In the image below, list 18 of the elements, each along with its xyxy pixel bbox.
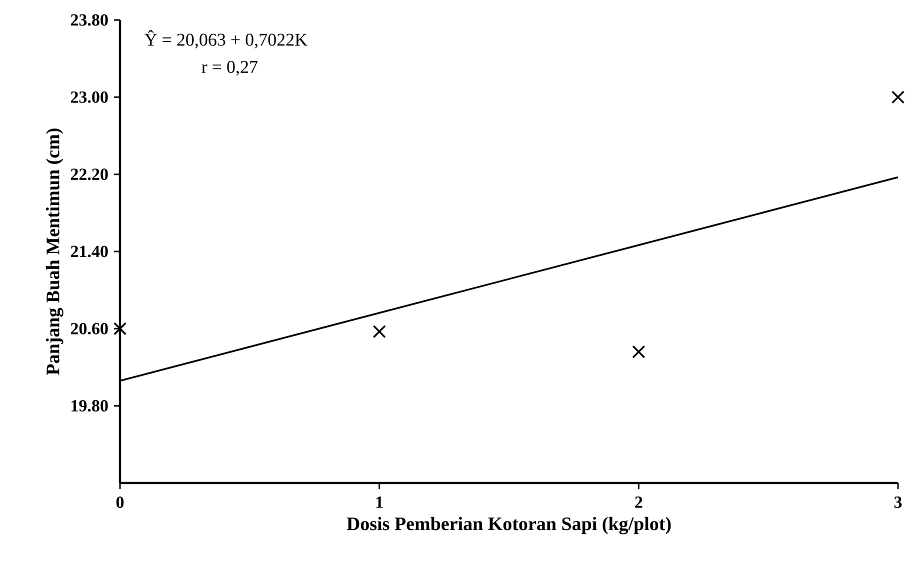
point [372, 325, 386, 338]
y-axis-title: Panjang Buah Mentimun (cm) [46, 128, 64, 375]
x-tick-label: 1 [376, 496, 383, 508]
y-tick-label: 22.20 [70, 168, 108, 180]
point [632, 345, 646, 358]
point [891, 90, 905, 104]
point [113, 322, 127, 336]
x-tick-label: 0 [116, 496, 124, 508]
x-axis-title: Dosis Pemberian Kotoran Sapi (kg/plot) [346, 516, 671, 534]
y-tick-label: 23.00 [70, 91, 108, 103]
x-tick-label: 3 [894, 496, 902, 508]
y-tick-label: 21.40 [70, 246, 108, 258]
annotation: r = 0,27 [202, 60, 258, 76]
y-tick-label: 20.60 [70, 322, 108, 334]
annotation: Ŷ = 20,063 + 0,7022K [144, 30, 308, 48]
y-tick-label: 23.80 [70, 14, 108, 26]
x-tick-label: 2 [635, 496, 642, 508]
y-tick-label: 19.80 [72, 400, 108, 412]
